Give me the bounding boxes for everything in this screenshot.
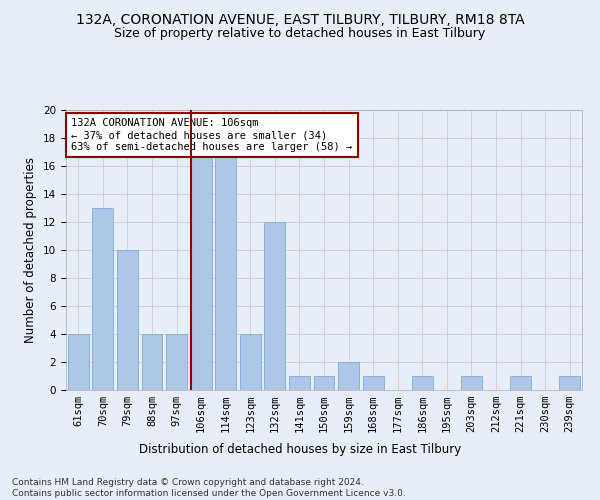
- Y-axis label: Number of detached properties: Number of detached properties: [25, 157, 37, 343]
- Text: Size of property relative to detached houses in East Tilbury: Size of property relative to detached ho…: [115, 28, 485, 40]
- Bar: [338, 362, 359, 390]
- Bar: [166, 334, 187, 390]
- Bar: [289, 376, 310, 390]
- Bar: [68, 334, 89, 390]
- Bar: [461, 376, 482, 390]
- Bar: [510, 376, 531, 390]
- Text: 132A CORONATION AVENUE: 106sqm
← 37% of detached houses are smaller (34)
63% of : 132A CORONATION AVENUE: 106sqm ← 37% of …: [71, 118, 352, 152]
- Bar: [265, 222, 286, 390]
- Bar: [117, 250, 138, 390]
- Bar: [191, 152, 212, 390]
- Bar: [92, 208, 113, 390]
- Text: Contains HM Land Registry data © Crown copyright and database right 2024.
Contai: Contains HM Land Registry data © Crown c…: [12, 478, 406, 498]
- Bar: [362, 376, 383, 390]
- Bar: [314, 376, 334, 390]
- Bar: [559, 376, 580, 390]
- Text: 132A, CORONATION AVENUE, EAST TILBURY, TILBURY, RM18 8TA: 132A, CORONATION AVENUE, EAST TILBURY, T…: [76, 12, 524, 26]
- Text: Distribution of detached houses by size in East Tilbury: Distribution of detached houses by size …: [139, 442, 461, 456]
- Bar: [412, 376, 433, 390]
- Bar: [240, 334, 261, 390]
- Bar: [142, 334, 163, 390]
- Bar: [215, 152, 236, 390]
